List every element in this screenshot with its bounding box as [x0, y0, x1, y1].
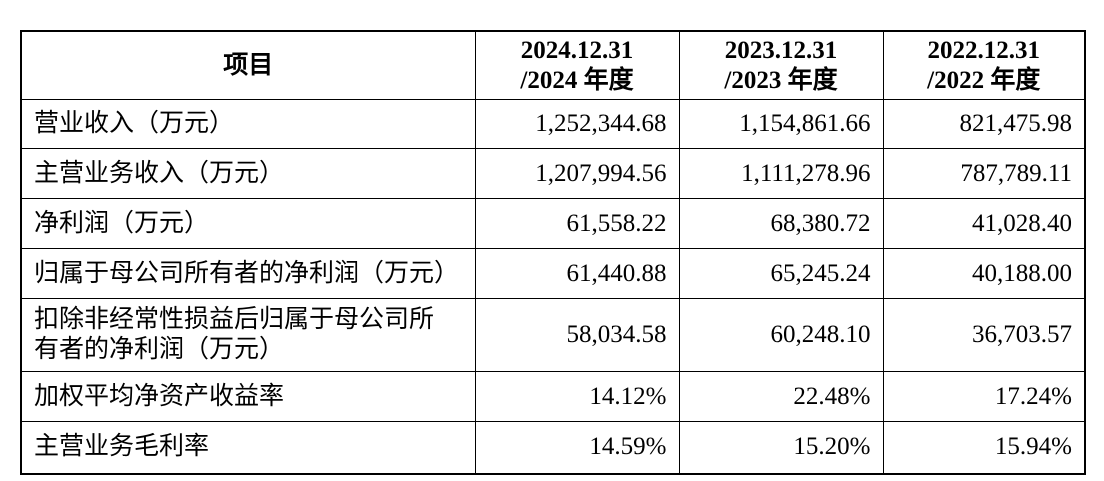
header-text: 项目	[223, 51, 274, 79]
header-cell: 项目	[20, 30, 476, 100]
value-cell: 1,111,278.96	[678, 148, 884, 199]
label-text: 归属于母公司所有者的净利润（万元）	[34, 259, 460, 287]
header-text: /2023 年度	[724, 66, 838, 94]
label-text: 有者的净利润（万元）	[34, 336, 285, 363]
value-cell: 15.20%	[678, 421, 884, 474]
value-cell: 40,188.00	[882, 248, 1086, 299]
label-cell: 主营业务收入（万元）	[20, 148, 476, 199]
label-cell: 加权平均净资产收益率	[20, 371, 476, 422]
value-cell: 787,789.11	[882, 148, 1086, 199]
header-cell: 2022.12.31/2022 年度	[882, 30, 1086, 100]
label-text: 营业收入（万元）	[34, 110, 235, 137]
label-text: 加权平均净资产收益率	[34, 382, 285, 410]
label-cell: 主营业务毛利率	[20, 421, 476, 474]
value-cell: 58,034.58	[474, 298, 680, 372]
label-cell: 营业收入（万元）	[20, 99, 476, 149]
value-cell: 68,380.72	[678, 198, 884, 249]
value-cell: 36,703.57	[882, 298, 1086, 372]
financial-table: 项目 2024.12.31/2024 年度 2023.12.31/2023 年度 2…	[20, 30, 1086, 475]
label-cell: 扣除非经常性损益后归属于母公司所 有者的净利润（万元）	[20, 298, 476, 372]
label-text: 主营业务毛利率	[34, 433, 210, 461]
value-cell: 14.59%	[474, 421, 680, 474]
header-text: /2022 年度	[927, 66, 1041, 94]
value-cell: 1,207,994.56	[474, 148, 680, 199]
data-row: 主营业务收入（万元） 1,207,994.56 1,111,278.96 787,78…	[20, 148, 1086, 199]
value-cell: 61,440.88	[474, 248, 680, 299]
label-cell: 净利润（万元）	[20, 198, 476, 249]
value-cell: 41,028.40	[882, 198, 1086, 249]
value-cell: 17.24%	[882, 371, 1086, 422]
label-cell: 归属于母公司所有者的净利润（万元）	[20, 248, 476, 299]
value-cell: 61,558.22	[474, 198, 680, 249]
value-cell: 65,245.24	[678, 248, 884, 299]
value-cell: 14.12%	[474, 371, 680, 422]
value-cell: 1,154,861.66	[678, 99, 884, 149]
value-cell: 1,252,344.68	[474, 99, 680, 149]
value-cell: 60,248.10	[678, 298, 884, 372]
data-row: 加权平均净资产收益率 14.12% 22.48% 17.24%	[20, 371, 1086, 422]
value-cell: 15.94%	[882, 421, 1086, 474]
header-text: /2024 年度	[520, 66, 634, 94]
header-row: 项目 2024.12.31/2024 年度 2023.12.31/2023 年度 2…	[20, 30, 1086, 100]
label-text: 净利润（万元）	[34, 209, 210, 237]
header-text: 2024.12.31	[520, 36, 634, 64]
value-cell: 821,475.98	[882, 99, 1086, 149]
label-text: 扣除非经常性损益后归属于母公司所	[34, 306, 435, 333]
data-row: 扣除非经常性损益后归属于母公司所 有者的净利润（万元） 58,034.58 60,24…	[20, 298, 1086, 372]
header-cell: 2024.12.31/2024 年度	[474, 30, 680, 100]
data-row: 归属于母公司所有者的净利润（万元） 61,440.88 65,245.24 40,18…	[20, 248, 1086, 299]
data-row: 净利润（万元） 61,558.22 68,380.72 41,028.40	[20, 198, 1086, 249]
header-text: 2022.12.31	[927, 36, 1041, 64]
label-text: 主营业务收入（万元）	[34, 159, 285, 187]
header-text: 2023.12.31	[724, 36, 838, 64]
value-cell: 22.48%	[678, 371, 884, 422]
header-cell: 2023.12.31/2023 年度	[678, 30, 884, 100]
data-row: 营业收入（万元） 1,252,344.68 1,154,861.66 821,475.…	[20, 99, 1086, 149]
data-row: 主营业务毛利率 14.59% 15.20% 15.94%	[20, 421, 1086, 474]
